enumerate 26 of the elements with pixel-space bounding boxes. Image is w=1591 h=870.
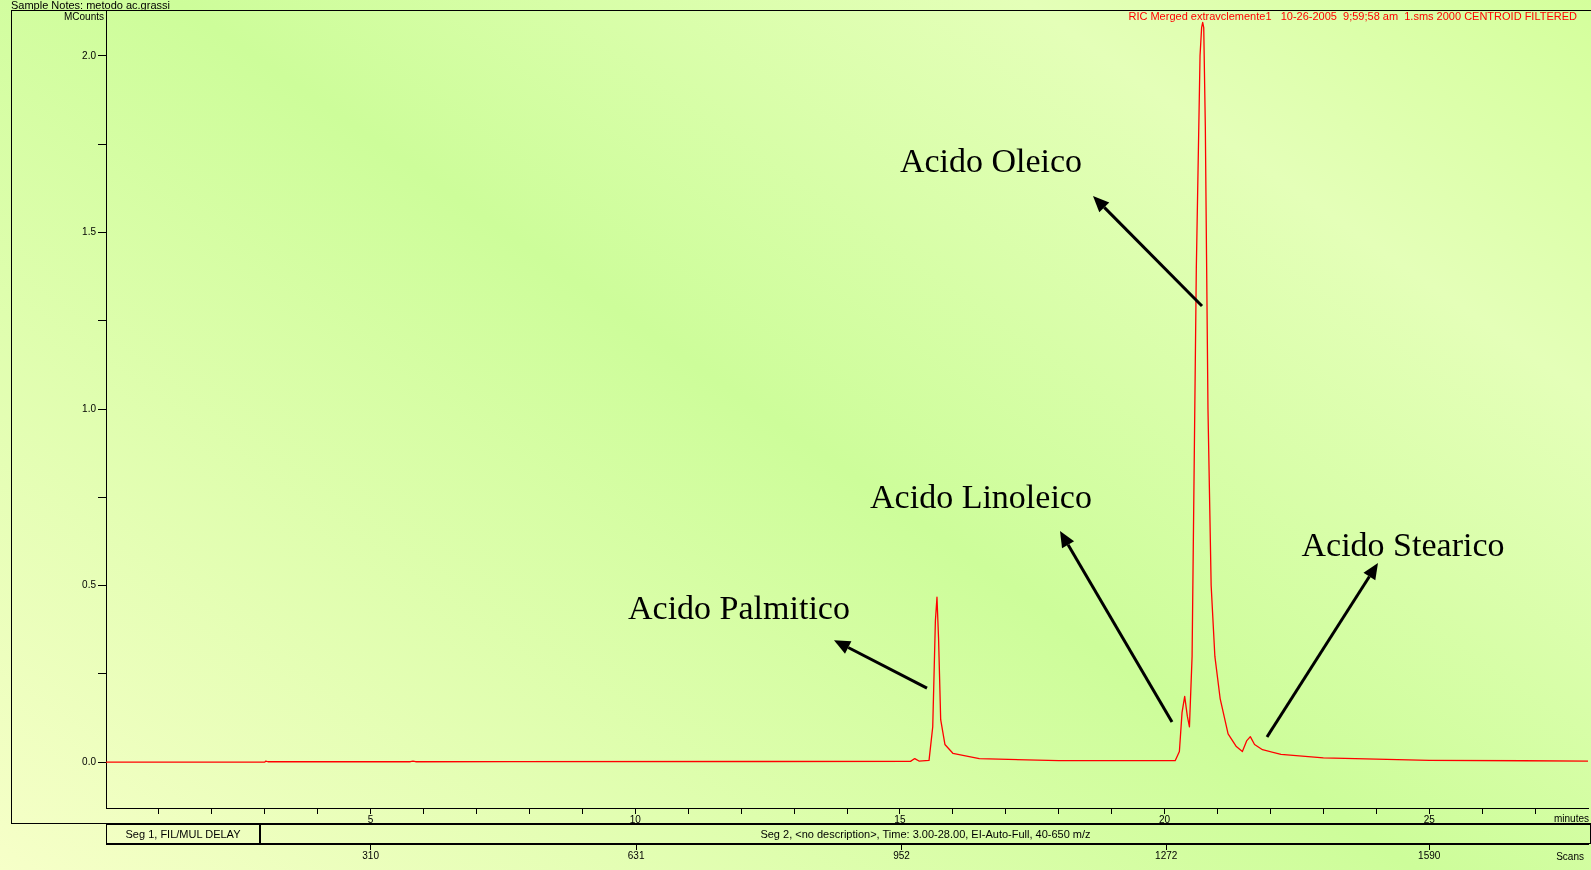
x2-tick-label: 1272: [1155, 849, 1178, 861]
chart-title: Sample Notes: metodo ac.grassi: [11, 0, 170, 11]
x-tick-label: 25: [1423, 813, 1436, 825]
x2-tick-label: 310: [362, 849, 380, 861]
text: Seg 1, FIL/MUL DELAY: [106, 824, 260, 844]
annotation: Acido Linoleico: [870, 477, 1092, 515]
x-tick-label: 10: [629, 813, 642, 825]
x2-tick-label: 631: [627, 849, 645, 861]
annotation: Acido Oleico: [899, 141, 1083, 179]
x-tick-label: 20: [1159, 813, 1171, 825]
x2-tick-label: 952: [893, 849, 911, 861]
y-tick-label: 0.0: [82, 755, 97, 767]
y-axis-title: MCounts: [63, 10, 104, 22]
chart-subtitle: RIC Merged extravclemente1 10-26-2005 9;59;58 am 1.sms 2000 CENTROID FILTERED: [1128, 9, 1578, 22]
y-tick-label: 0.5: [82, 579, 97, 591]
annotation: Acido Palmitico: [628, 589, 850, 627]
y-tick-label: 1.0: [82, 402, 97, 414]
text: Seg 2, <no description>, Time: 3.00-28.00, EI-Auto-Full, 40-650 m/z: [260, 824, 1591, 844]
x-axis-title: minutes: [1553, 812, 1589, 824]
y-tick-label: 1.5: [82, 226, 97, 238]
x2-axis-title: Scans: [1556, 850, 1584, 862]
y-tick-label: 2.0: [82, 49, 97, 61]
annotation: Acido Stearico: [1301, 525, 1505, 563]
x2-tick-label: 1590: [1418, 849, 1441, 861]
x-tick-label: 5: [367, 813, 374, 825]
x-tick-label: 15: [894, 813, 906, 825]
